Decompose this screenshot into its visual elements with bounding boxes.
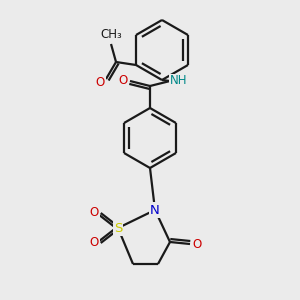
Text: NH: NH [170,74,188,88]
Text: S: S [114,221,122,235]
Text: O: O [118,74,127,86]
Text: CH₃: CH₃ [100,28,122,41]
Text: N: N [150,203,160,217]
Text: O: O [89,206,99,220]
Text: O: O [95,76,105,89]
Text: O: O [192,238,202,250]
Text: O: O [89,236,99,250]
